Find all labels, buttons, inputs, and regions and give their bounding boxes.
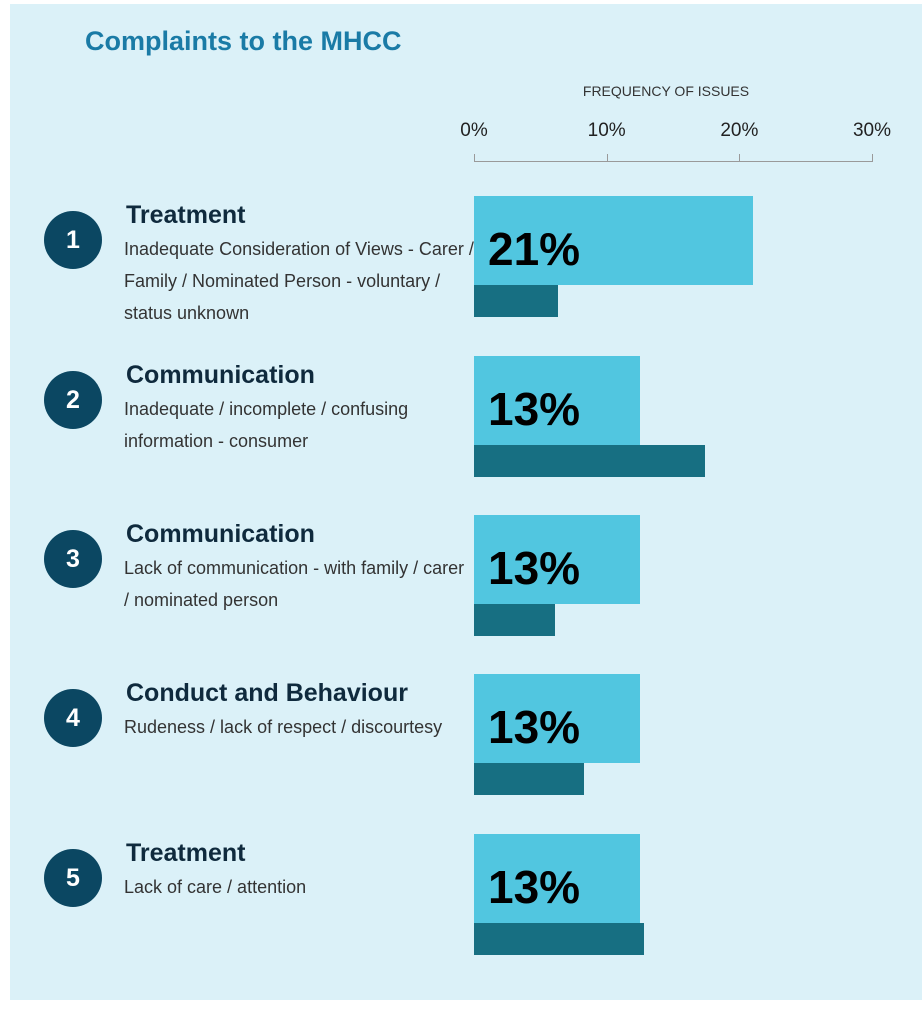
bar	[474, 196, 753, 285]
x-axis-tick-label: 0%	[460, 120, 488, 141]
x-axis-tick-mark	[474, 154, 475, 162]
item-heading: Treatment	[126, 839, 246, 867]
data-label: 13%	[488, 861, 581, 913]
chart-title: Complaints to the MHCC	[85, 26, 402, 56]
secondary-bar	[474, 285, 558, 317]
x-axis-tick-mark	[739, 154, 741, 162]
item-heading: Communication	[126, 361, 315, 389]
data-label: 21%	[488, 223, 581, 275]
rank-badge: 2	[44, 371, 102, 429]
rank-badge: 5	[44, 849, 102, 907]
rank-badge: 1	[44, 211, 102, 269]
item-description: Inadequate Consideration of Views - Care…	[124, 239, 474, 323]
secondary-bar	[474, 445, 705, 477]
rank-badge: 4	[44, 689, 102, 747]
item-description: Inadequate / incomplete / confusing info…	[124, 399, 409, 451]
item-heading: Communication	[126, 520, 315, 548]
data-label: 13%	[488, 542, 581, 594]
x-axis-line	[474, 161, 872, 162]
data-label: 13%	[488, 383, 581, 435]
item-heading: Conduct and Behaviour	[126, 679, 408, 707]
chart-panel: Complaints to the MHCC FREQUENCY OF ISSU…	[10, 4, 922, 1000]
secondary-bar	[474, 604, 555, 636]
x-axis-tick-label: 20%	[720, 120, 759, 141]
item-description: Rudeness / lack of respect / discourtesy	[124, 717, 443, 737]
bar	[474, 356, 640, 445]
secondary-bar	[474, 763, 585, 795]
x-axis-tick-mark	[872, 154, 873, 162]
secondary-bar	[474, 923, 644, 955]
item-description: Lack of care / attention	[124, 877, 307, 897]
item-heading: Treatment	[126, 201, 246, 229]
axis-title: FREQUENCY OF ISSUES	[582, 83, 750, 99]
rank-badge: 3	[44, 530, 102, 588]
bar	[474, 674, 640, 763]
bar	[474, 834, 640, 923]
item-description: Lack of communication - with family / ca…	[124, 558, 465, 610]
x-axis-tick-mark	[606, 154, 608, 162]
data-label: 13%	[488, 701, 581, 753]
x-axis-tick-label: 10%	[587, 120, 626, 141]
x-axis-tick-label: 30%	[852, 120, 892, 141]
bar	[474, 515, 640, 604]
